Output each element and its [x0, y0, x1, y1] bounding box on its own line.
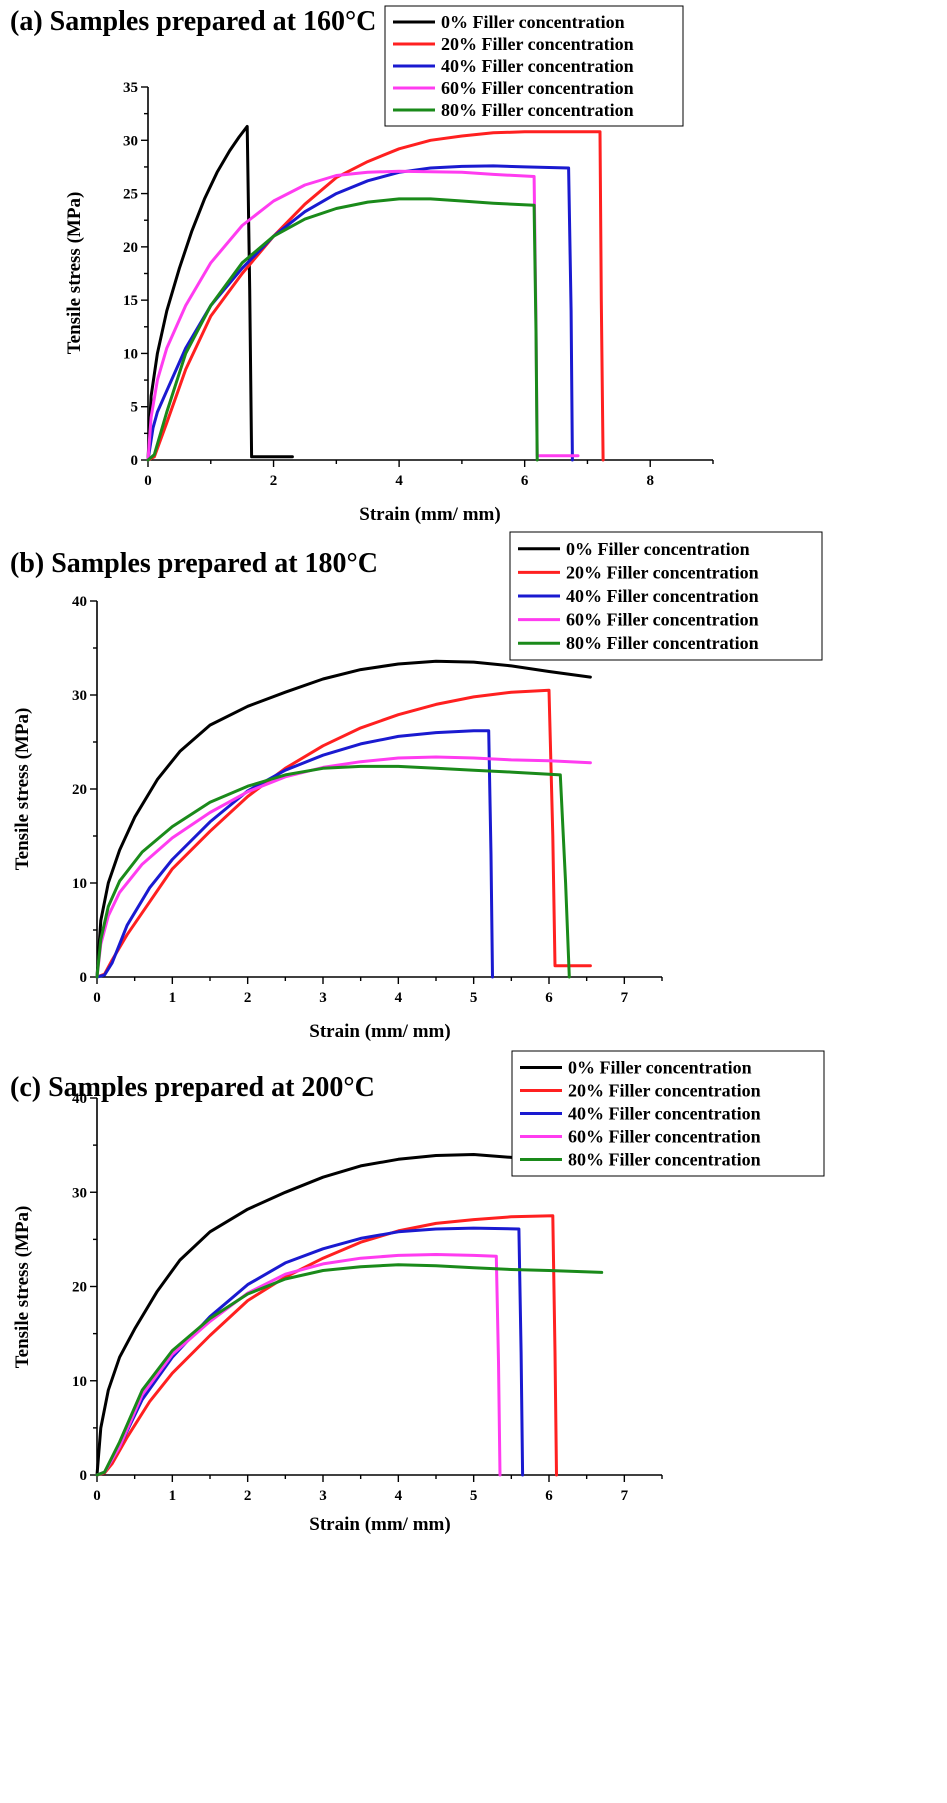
x-tick-label: 0: [93, 1488, 101, 1504]
x-tick-label: 8: [646, 473, 654, 489]
x-axis-title: Strain (mm/ mm): [359, 504, 500, 525]
series-line-3: [146, 169, 580, 462]
x-tick-label: 3: [319, 1488, 327, 1504]
y-tick-label: 40: [72, 594, 87, 610]
chart-panel-1: (b) Samples prepared at 180°C 0 1 2 3 4 5 6 7 0 10…: [10, 531, 823, 1042]
x-tick-label: 4: [395, 990, 403, 1006]
legend-label: 0% Filler concentration: [441, 12, 625, 32]
legend-label: 0% Filler concentration: [566, 539, 750, 559]
series-line-4: [95, 764, 571, 979]
series-line-1: [146, 130, 605, 462]
x-tick-label: 6: [545, 990, 553, 1006]
y-tick-label: 5: [131, 400, 139, 416]
series-line-0: [95, 1153, 604, 1477]
y-tick-label: 20: [123, 240, 138, 256]
y-axis-title: Tensile stress (MPa): [12, 1206, 33, 1369]
legend-label: 60% Filler concentration: [566, 610, 759, 630]
y-tick-label: 15: [123, 293, 138, 309]
chart-panel-0: (a) Samples prepared at 160°C 0 2 4 6 8 0 5 10 15…: [10, 5, 714, 525]
y-tick-label: 0: [80, 970, 88, 986]
y-axis-title: Tensile stress (MPa): [64, 192, 85, 355]
y-tick-label: 40: [72, 1091, 87, 1107]
series-line-2: [95, 729, 494, 979]
legend: 0% Filler concentration 20% Filler concen…: [509, 531, 823, 661]
x-axis-title: Strain (mm/ mm): [309, 1021, 450, 1042]
legend-label: 80% Filler concentration: [441, 100, 634, 120]
y-tick-label: 20: [72, 782, 87, 798]
x-tick-label: 0: [144, 473, 152, 489]
legend-box: [511, 1050, 825, 1177]
legend-label: 20% Filler concentration: [566, 562, 759, 582]
legend-label: 60% Filler concentration: [568, 1127, 761, 1147]
y-tick-label: 10: [72, 876, 87, 892]
legend-label: 60% Filler concentration: [441, 78, 634, 98]
x-tick-label: 1: [169, 1488, 177, 1504]
series-line-1: [95, 688, 592, 979]
legend-label: 80% Filler concentration: [568, 1150, 761, 1170]
x-tick-label: 5: [470, 1488, 478, 1504]
series-line-0: [95, 659, 592, 979]
legend-label: 40% Filler concentration: [441, 56, 634, 76]
y-tick-label: 35: [123, 80, 138, 96]
y-tick-label: 0: [80, 1468, 88, 1484]
x-tick-label: 6: [545, 1488, 553, 1504]
y-tick-label: 30: [123, 133, 138, 149]
y-tick-label: 30: [72, 688, 87, 704]
x-tick-label: 2: [244, 990, 252, 1006]
x-tick-label: 0: [93, 990, 101, 1006]
legend-label: 40% Filler concentration: [568, 1104, 761, 1124]
legend-label: 80% Filler concentration: [566, 633, 759, 653]
x-tick-label: 6: [521, 473, 529, 489]
series-line-3: [95, 755, 592, 979]
legend-label: 20% Filler concentration: [441, 34, 634, 54]
y-tick-label: 0: [131, 453, 139, 469]
y-tick-label: 10: [123, 346, 138, 362]
legend-box: [509, 531, 823, 661]
y-tick-label: 10: [72, 1374, 87, 1390]
y-tick-label: 20: [72, 1280, 87, 1296]
x-tick-label: 3: [319, 990, 327, 1006]
y-tick-label: 30: [72, 1185, 87, 1201]
x-tick-label: 1: [169, 990, 177, 1006]
series-line-2: [146, 164, 574, 462]
series-line-4: [146, 197, 539, 462]
x-tick-label: 7: [621, 1488, 629, 1504]
x-tick-label: 5: [470, 990, 478, 1006]
chart-title: (c) Samples prepared at 200°C: [10, 1072, 375, 1103]
legend: 0% Filler concentration 20% Filler concen…: [511, 1050, 825, 1177]
legend-label: 40% Filler concentration: [566, 586, 759, 606]
chart-title: (b) Samples prepared at 180°C: [10, 548, 378, 579]
legend-label: 0% Filler concentration: [568, 1058, 752, 1078]
y-axis-title: Tensile stress (MPa): [12, 708, 33, 871]
chart-title: (a) Samples prepared at 160°C: [10, 6, 376, 37]
y-tick-label: 25: [123, 187, 138, 203]
series-line-3: [95, 1253, 502, 1477]
x-tick-label: 2: [244, 1488, 252, 1504]
chart-panel-2: (c) Samples prepared at 200°C 0 1 2 3 4 5 6 7 0 10…: [10, 1050, 825, 1535]
x-axis-title: Strain (mm/ mm): [309, 1514, 450, 1535]
legend-label: 20% Filler concentration: [568, 1081, 761, 1101]
x-tick-label: 4: [395, 473, 403, 489]
series-line-4: [95, 1263, 604, 1477]
x-tick-label: 4: [395, 1488, 403, 1504]
x-tick-label: 7: [621, 990, 629, 1006]
x-tick-label: 2: [270, 473, 278, 489]
